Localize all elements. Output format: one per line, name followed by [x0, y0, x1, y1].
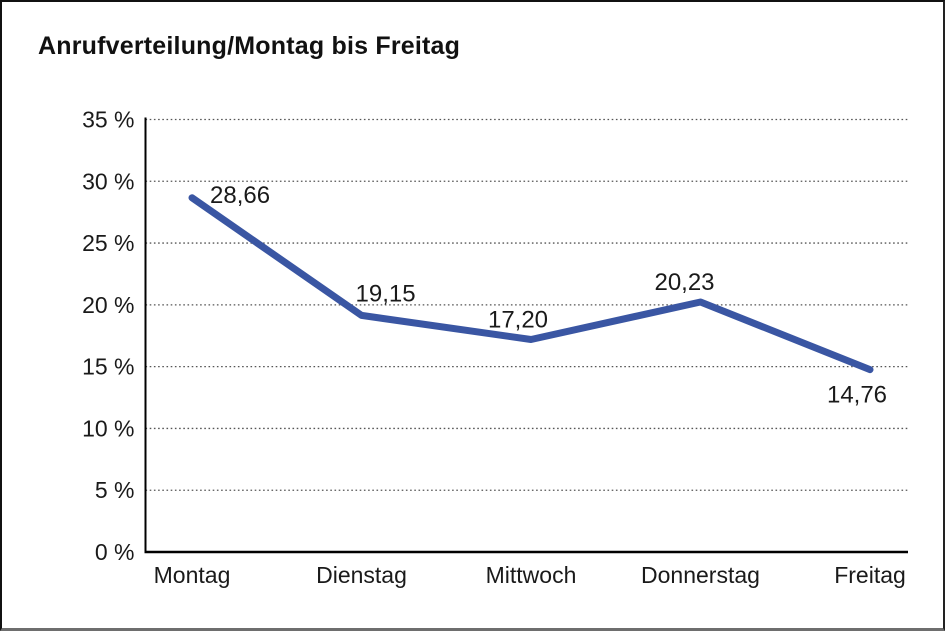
x-tick-label: Mittwoch — [486, 562, 577, 588]
y-tick-label: 10 % — [82, 415, 134, 441]
y-tick-label: 5 % — [95, 477, 135, 503]
data-point-label: 19,15 — [356, 280, 416, 307]
data-point-label: 28,66 — [210, 182, 270, 209]
y-tick-label: 35 % — [82, 107, 134, 133]
y-tick-label: 30 % — [82, 168, 134, 194]
x-tick-label: Donnerstag — [641, 562, 760, 588]
x-tick-label: Montag — [154, 562, 231, 588]
x-tick-label: Dienstag — [316, 562, 407, 588]
data-point-label: 17,20 — [488, 306, 548, 333]
data-series-line — [188, 194, 874, 374]
y-tick-label: 0 % — [95, 539, 135, 565]
y-tick-label: 25 % — [82, 230, 134, 256]
x-tick-label: Freitag — [834, 562, 906, 588]
y-tick-label: 15 % — [82, 354, 134, 380]
data-point-label: 14,76 — [827, 382, 887, 409]
y-tick-label: 20 % — [82, 292, 134, 318]
chart-title: Anrufverteilung/Montag bis Freitag — [38, 32, 461, 60]
data-point-label: 20,23 — [654, 269, 714, 296]
